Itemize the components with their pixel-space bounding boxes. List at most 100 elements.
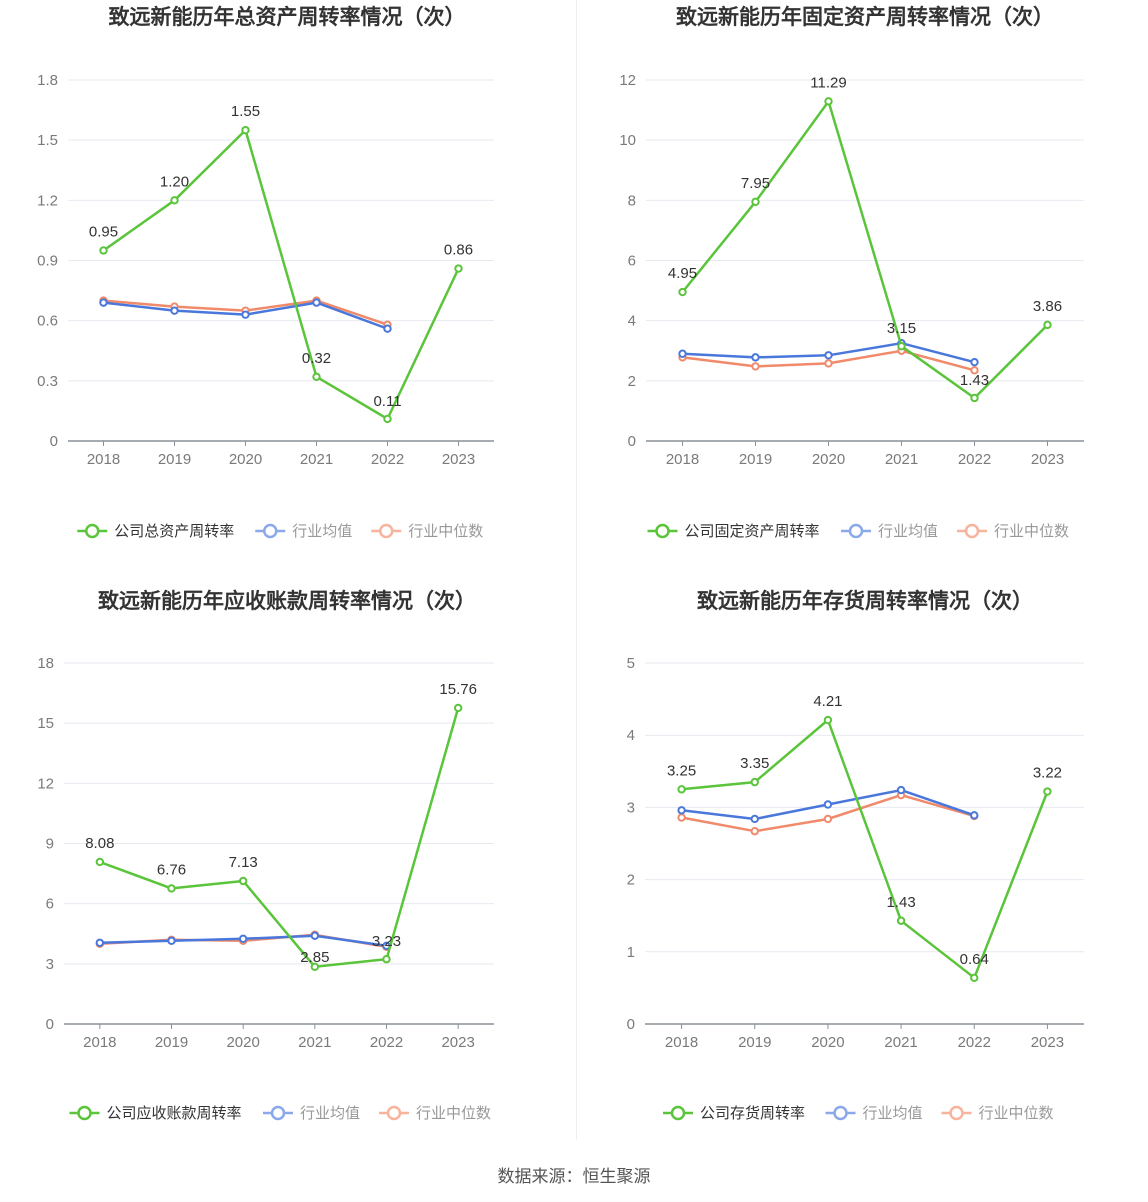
data-point [167, 936, 176, 945]
data-point [751, 362, 760, 371]
data-point [312, 372, 321, 382]
y-tick-label: 0.9 [37, 253, 58, 270]
data-point [970, 366, 979, 375]
x-tick-label: 2023 [441, 1034, 474, 1051]
legend-swatch-marker [949, 1105, 964, 1121]
data-label: 8.08 [85, 835, 114, 852]
y-tick-label: 0.3 [37, 373, 58, 390]
y-tick-label: 2 [627, 872, 635, 889]
chart-title: 致远新能历年存货周转率情况（次） [697, 589, 1033, 613]
data-label: 7.13 [229, 854, 258, 871]
legend-item: 行业均值 [255, 522, 352, 540]
legend-label: 行业均值 [292, 522, 352, 540]
legend-item: 公司固定资产周转率 [647, 522, 820, 540]
legend-item: 公司总资产周转率 [77, 522, 234, 540]
data-point [241, 310, 250, 319]
legend-swatch-marker [270, 1105, 286, 1121]
data-point [95, 857, 105, 867]
legend-item: 行业均值 [841, 522, 938, 540]
y-tick-label: 2 [628, 373, 636, 390]
data-label: 6.76 [157, 861, 186, 878]
data-label: 0.64 [960, 951, 989, 968]
chart-svg: 致远新能历年总资产周转率情况（次） 0 0.3 0.6 0.9 1.2 1.5 1.8 2018… [37, 5, 494, 540]
data-label: 1.55 [231, 103, 260, 120]
y-tick-label: 0 [46, 1016, 54, 1033]
legend-swatch-marker [964, 523, 980, 539]
data-point [167, 884, 176, 893]
data-point [99, 246, 108, 255]
data-point [95, 938, 105, 947]
chart-svg: 致远新能历年存货周转率情况（次） 0 1 2 3 4 5 2018 2019 2020 2021 20… [627, 589, 1084, 1122]
legend-swatch-marker [670, 1105, 686, 1121]
legend-label: 公司固定资产周转率 [685, 522, 820, 540]
y-tick-label: 0 [627, 1016, 635, 1033]
legend-label: 行业中位数 [979, 1104, 1054, 1122]
y-tick-label: 9 [46, 836, 54, 853]
y-tick-label: 4 [627, 727, 635, 744]
chart-panel-fixed-asset-turnover: 致远新能历年固定资产周转率情况（次） 0 2 4 6 8 10 12 2018 2019 2020 2… [578, 0, 1148, 580]
x-tick-label: 2023 [1031, 1034, 1064, 1051]
legend-label: 公司存货周转率 [700, 1104, 805, 1122]
chart-svg: 致远新能历年固定资产周转率情况（次） 0 2 4 6 8 10 12 2018 2019 2020 2… [619, 5, 1084, 540]
y-tick-label: 3 [627, 799, 635, 816]
legend-item: 行业中位数 [941, 1104, 1054, 1122]
data-point [750, 827, 759, 836]
data-point [453, 703, 463, 713]
x-tick-label: 2022 [370, 1034, 403, 1051]
data-source-note: 数据来源：恒生聚源 [497, 1167, 651, 1187]
data-point [824, 97, 833, 106]
legend-item: 行业均值 [263, 1104, 360, 1122]
data-label: 4.95 [668, 265, 697, 282]
data-point [896, 916, 906, 925]
x-tick-label: 2018 [83, 1034, 116, 1051]
data-point [824, 359, 833, 368]
legend-label: 行业中位数 [408, 522, 483, 540]
data-point [1043, 787, 1052, 796]
y-tick-label: 3 [46, 956, 54, 973]
legend-item: 行业中位数 [371, 522, 483, 540]
data-point [170, 196, 179, 205]
data-label: 3.25 [667, 762, 696, 779]
x-tick-label: 2023 [1031, 451, 1064, 468]
data-point [970, 973, 979, 982]
data-point [750, 777, 759, 787]
y-tick-label: 15 [37, 715, 54, 732]
legend-swatch-marker [379, 523, 394, 539]
x-tick-label: 2021 [300, 451, 333, 468]
data-point [312, 298, 321, 307]
data-label: 1.20 [160, 173, 189, 190]
data-point [823, 814, 833, 824]
data-point [897, 342, 906, 351]
data-label: 0.32 [302, 350, 331, 367]
y-tick-label: 12 [619, 72, 636, 89]
legend-swatch-marker [77, 1105, 92, 1121]
data-point [238, 934, 248, 943]
data-point [677, 806, 686, 815]
x-tick-label: 2022 [371, 451, 404, 468]
legend-swatch-marker [386, 1105, 402, 1121]
data-point [99, 298, 108, 307]
y-tick-label: 4 [628, 313, 636, 330]
legend-label: 行业均值 [300, 1104, 360, 1122]
data-point [896, 785, 906, 795]
data-point [751, 197, 760, 207]
data-point [677, 813, 686, 822]
x-tick-label: 2020 [811, 1034, 844, 1051]
data-label: 1.43 [960, 372, 989, 389]
legend-label: 公司应收账款周转率 [107, 1104, 242, 1122]
chart-panel-inventory-turnover: 致远新能历年存货周转率情况（次） 0 1 2 3 4 5 2018 2019 2020 2021 20… [578, 582, 1148, 1162]
x-tick-label: 2018 [666, 451, 699, 468]
y-tick-label: 6 [46, 896, 54, 913]
data-label: 3.22 [1033, 765, 1062, 782]
series-line [102, 128, 460, 421]
data-point [824, 351, 833, 360]
data-point [970, 357, 979, 367]
x-tick-label: 2019 [155, 1034, 188, 1051]
y-tick-label: 0 [628, 433, 636, 450]
data-point [678, 349, 687, 358]
y-tick-label: 0.6 [37, 313, 58, 330]
legend-item: 公司存货周转率 [663, 1104, 805, 1122]
y-tick-label: 1 [627, 944, 635, 961]
y-tick-label: 1.8 [37, 72, 58, 89]
chart-panel-receivables-turnover: 致远新能历年应收账款周转率情况（次） 0 3 6 9 12 15 18 2018 2019 2020… [0, 582, 574, 1162]
